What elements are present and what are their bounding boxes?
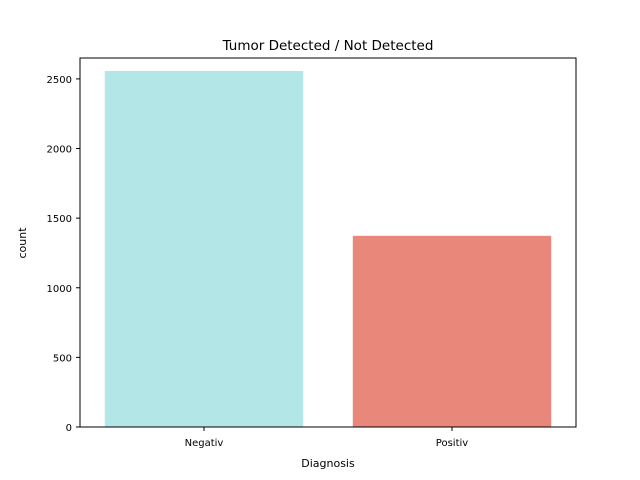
plot-area xyxy=(79,57,577,428)
y-tick-label: 2500 xyxy=(47,75,72,86)
x-axis-title: Diagnosis xyxy=(301,457,355,470)
y-tick-label: 1500 xyxy=(47,214,72,225)
y-tick-label: 500 xyxy=(53,353,72,364)
x-axis-ticks: Negativ Positiv xyxy=(185,427,468,449)
chart-title: Tumor Detected / Not Detected xyxy=(222,38,434,54)
bar-positiv xyxy=(352,235,552,427)
x-tick-label: Positiv xyxy=(436,438,468,449)
y-tick-label: 1000 xyxy=(47,284,72,295)
x-tick-label: Negativ xyxy=(185,438,224,449)
bar-negativ xyxy=(104,70,304,427)
y-tick-label: 0 xyxy=(66,423,72,434)
y-axis-ticks: 0 500 1000 1500 2000 2500 xyxy=(47,75,80,434)
y-axis-title: count xyxy=(16,227,29,259)
y-tick-label: 2000 xyxy=(47,145,72,156)
plot-frame xyxy=(79,57,577,428)
